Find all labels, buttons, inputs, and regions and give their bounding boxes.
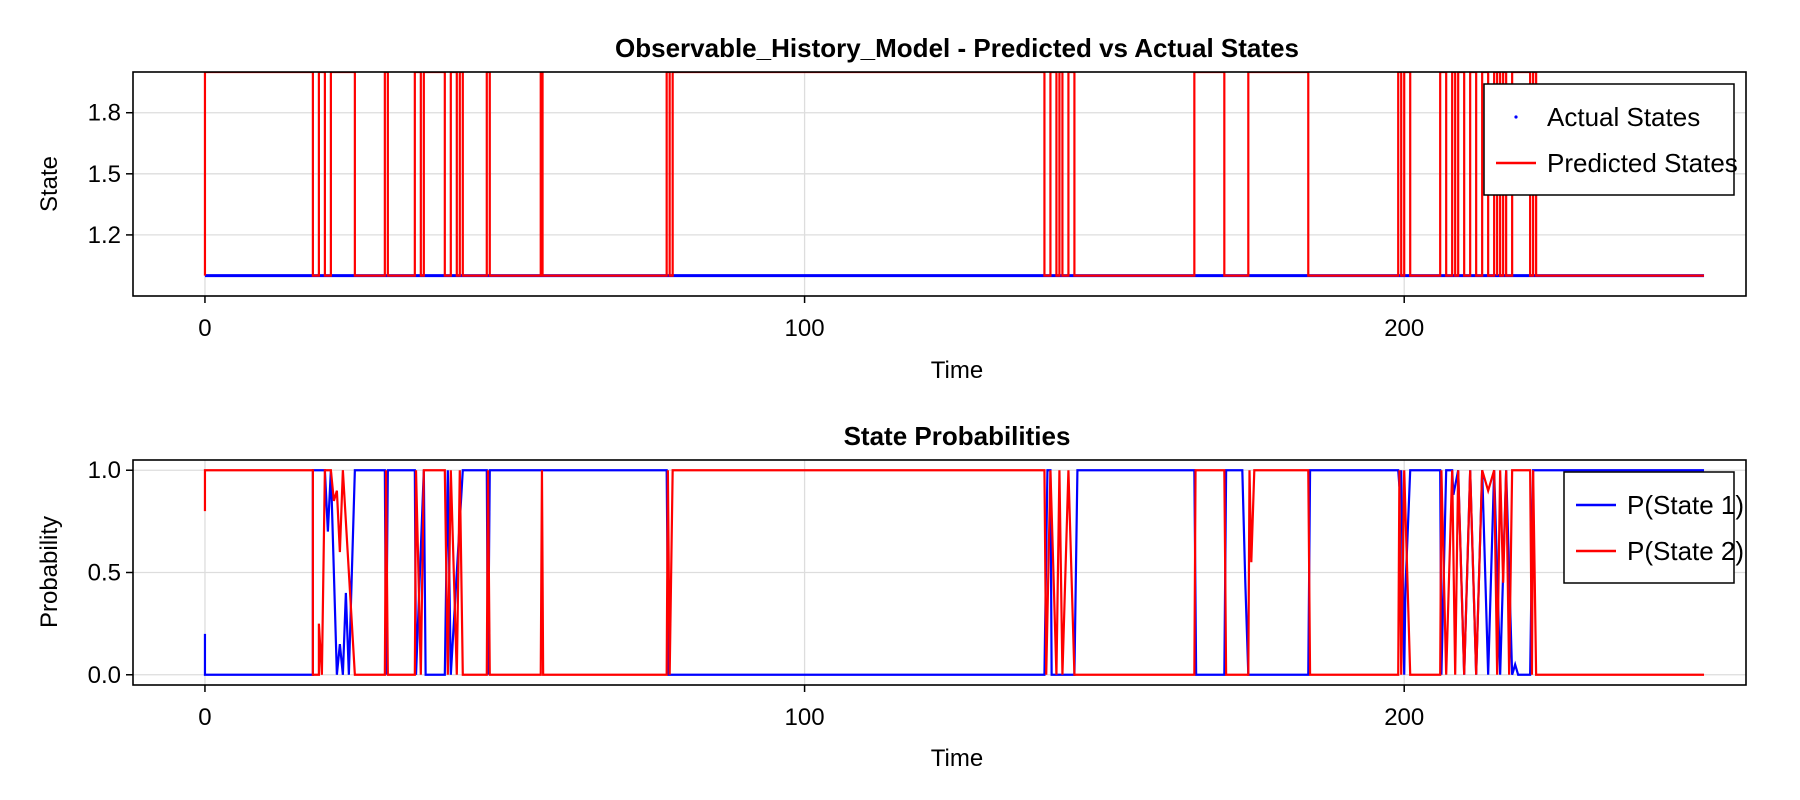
axes-frame <box>132 71 1747 297</box>
x-tick-label: 100 <box>785 704 825 731</box>
x-tick-label: 0 <box>198 315 211 342</box>
y-axis-label: State <box>36 156 63 212</box>
y-axis-label: Probability <box>36 516 63 628</box>
x-axis-label: Time <box>931 745 983 772</box>
chart-title: Observable_History_Model - Predicted vs … <box>615 33 1299 63</box>
y-tick-label: 0.0 <box>88 662 121 689</box>
x-tick-label: 0 <box>198 704 211 731</box>
y-tick-label: 1.2 <box>88 222 121 249</box>
series-predicted-states <box>203 72 1705 277</box>
x-axis-label: Time <box>931 357 983 384</box>
legend: Actual States Predicted States <box>1483 83 1738 196</box>
legend-label-state2: P(State 2) <box>1627 536 1744 566</box>
series-p-state-2 <box>203 469 1705 676</box>
legend: P(State 1) P(State 2) <box>1563 471 1744 584</box>
plot-area <box>203 72 1705 278</box>
y-tick-label: 1.0 <box>88 457 121 484</box>
x-tick-label: 100 <box>785 315 825 342</box>
panel-top: Observable_History_Model - Predicted vs … <box>36 33 1747 384</box>
axis-ticks: 0 100 200 1.2 1.5 1.8 <box>88 100 1425 342</box>
legend-label-state1: P(State 1) <box>1627 490 1744 520</box>
x-tick-label: 200 <box>1384 315 1424 342</box>
panel-bottom: State Probabilities 0 100 200 0.0 0.5 1.0 Tim… <box>36 421 1747 772</box>
chart-title: State Probabilities <box>844 421 1071 451</box>
legend-label-actual: Actual States <box>1547 102 1700 132</box>
x-tick-label: 200 <box>1384 704 1424 731</box>
legend-label-predicted: Predicted States <box>1547 148 1738 178</box>
y-tick-label: 0.5 <box>88 560 121 587</box>
plot-area <box>203 469 1705 676</box>
y-tick-label: 1.8 <box>88 100 121 127</box>
axis-ticks: 0 100 200 0.0 0.5 1.0 <box>88 457 1425 731</box>
y-tick-label: 1.5 <box>88 161 121 188</box>
legend-marker-actual <box>1514 115 1518 119</box>
